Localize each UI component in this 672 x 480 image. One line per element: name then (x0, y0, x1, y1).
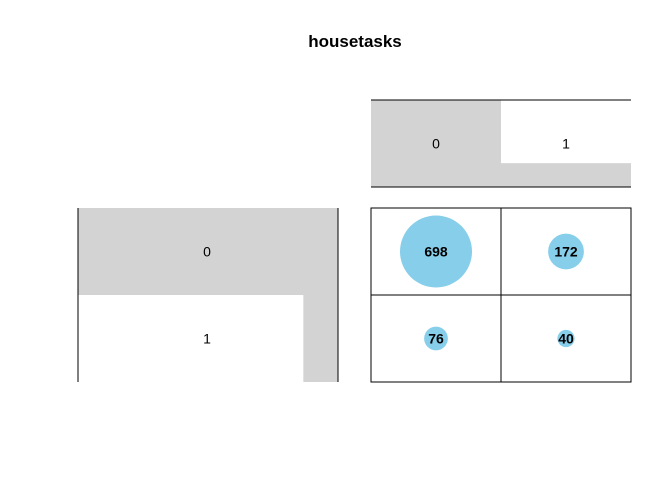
row-marginal-bar (303, 295, 338, 382)
col-marginal-bar (501, 163, 631, 187)
row-label: 1 (203, 331, 211, 347)
cell-value-label: 76 (428, 331, 444, 347)
row-label: 0 (203, 244, 211, 260)
balloon-marker (557, 329, 575, 348)
balloon-marker (424, 326, 448, 351)
col-marginal-bar (371, 100, 501, 187)
cell-value-label: 172 (554, 244, 578, 260)
chart-title: housetasks (308, 32, 402, 51)
row-header: 01 (77, 208, 339, 382)
cell-value-label: 40 (558, 331, 574, 347)
grid-cell (500, 294, 632, 383)
balloon-marker (400, 215, 472, 288)
col-label: 0 (432, 136, 440, 152)
row-marginal-bar (78, 208, 338, 295)
cell-value-label: 698 (424, 244, 448, 260)
col-label: 1 (562, 136, 570, 152)
balloon-marker (548, 233, 584, 270)
cell-grid: 698 172 76 40 (370, 207, 632, 383)
